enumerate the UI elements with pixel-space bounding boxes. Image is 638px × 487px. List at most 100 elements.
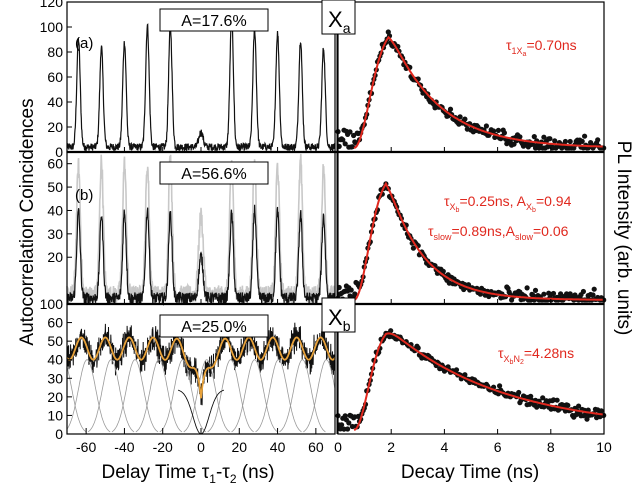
decay-data-point [345,426,351,432]
decay-data-point [558,291,564,297]
decay-data-point [584,416,590,422]
component-peak [207,359,254,433]
tick-labels: 0204060801001202030405060010203040506010… [40,0,612,455]
component-peak [183,359,230,433]
decay-data-point [495,127,501,133]
decay-data-point [465,282,472,288]
y-tick-label: 0 [55,144,63,160]
fit-text-b1-val: =0.25ns, A [459,193,526,209]
left-y-axis-label: Autocorrelation Coincidences [17,98,38,345]
y-tick-label: 0 [55,426,63,442]
decay-fit-curve-c [353,332,603,431]
decay-data-point [340,137,346,143]
fit-text-a-sub2: a [523,51,527,58]
exciton-label-box-a [321,0,356,35]
decay-data-point [540,395,546,401]
decay-data-point [531,134,537,140]
y-tick-label: 30 [47,370,63,386]
exciton-label-b: Xb [328,305,351,334]
annotation-box-c [159,314,269,338]
decay-data-point [541,134,547,140]
tick-marks [67,1,605,435]
decay-data-point [477,291,483,297]
decay-data-point [347,129,353,135]
annotation-box-a [159,8,269,32]
y-tick-label: 10 [47,407,63,423]
right-x-axis-label: Decay Time (ns) [401,462,539,483]
fit-text-c-sub2: b [510,359,514,366]
fit-text-c: τXbN2=4.28ns [498,345,574,366]
annotation-b: A=56.6% [181,166,246,183]
decay-data-point [415,345,421,351]
decay-data-point [534,404,540,410]
decay-data-point [457,114,463,120]
y-tick-label: 60 [47,156,63,172]
fit-text-c-sub: X [504,354,510,364]
decay-data-point [348,287,354,293]
autocorrelation-trace-a [66,16,336,153]
shared-zero-tick: 0 [334,439,342,455]
decay-data-point [528,393,534,399]
exciton-label-a: Xa [328,7,351,36]
x-tick-label: -60 [76,439,96,455]
exciton-label-b-main: X [328,305,343,330]
decay-data-point [440,268,446,274]
y-tick-label: 20 [47,249,63,265]
x-tick-label: -20 [153,439,173,455]
decay-data-point [462,116,468,122]
y-tick-label: 40 [47,202,63,218]
decay-data-point [483,123,489,129]
component-peak [87,359,135,433]
y-tick-label: 50 [47,179,63,195]
fit-text-b1-sub: X [450,202,456,212]
y-tick-label: 40 [47,94,63,110]
left-x-axis-label-mid: -τ [216,462,230,483]
x-tick-label: 4 [441,439,449,455]
decay-data-point [582,133,588,139]
panel-frame [337,303,605,435]
decay-data-point [580,288,587,295]
fit-text-b2-tau: τ [428,223,434,239]
autocorrelation-trace-b [66,204,336,306]
fit-text-a-sub: 1X [512,46,523,56]
x-tick-label: 10 [596,439,612,455]
fit-text-b2-aval: =0.06 [533,223,569,239]
decay-data-point [552,138,558,144]
y-tick-label: 60 [47,69,63,85]
y-tick-label: 40 [47,352,63,368]
fit-text-c-sub4: 2 [520,359,524,366]
decay-data-point [410,245,416,251]
x-tick-label: 20 [231,439,247,455]
y-tick-label: 100 [40,19,64,35]
exciton-label-b-sub: b [343,318,351,334]
decay-data-point [547,136,553,142]
left-x-axis-label-tau1: τ [202,462,210,483]
y-tick-label: 20 [47,389,63,405]
annotation-c: A=25.0% [181,319,246,336]
left-x-axis-label-sub2: 2 [230,472,237,486]
x-tick-label: 6 [494,439,502,455]
fit-text-b2-asub: slow [515,232,534,242]
autocorrelation-trace-c [66,321,336,406]
x-tick-label: 8 [547,439,555,455]
fit-text-b2-sub: slow [434,232,453,242]
decay-data-point [524,285,530,291]
annotation-a: A=17.6% [181,13,246,30]
fit-text-b1-asub2: b [532,207,536,214]
y-tick-label: 100 [40,296,64,312]
annotation-box-b [159,161,269,185]
left-x-axis-label-pre: Delay Time [101,462,201,483]
y-tick-label: 20 [47,119,63,135]
component-peak [303,359,336,433]
decay-data-point [501,130,507,136]
fit-text-b1-sub2: b [456,207,460,214]
component-peak [66,366,87,433]
decay-data-point [339,422,345,428]
left-x-axis-label-post: (ns) [237,462,275,483]
decay-data-point [342,141,348,147]
fit-text-a: τ1Xa=0.70ns [506,37,577,58]
decay-fit-curve-a [353,35,603,149]
decay-data-point [565,402,571,408]
exciton-label-box-b [321,297,356,333]
